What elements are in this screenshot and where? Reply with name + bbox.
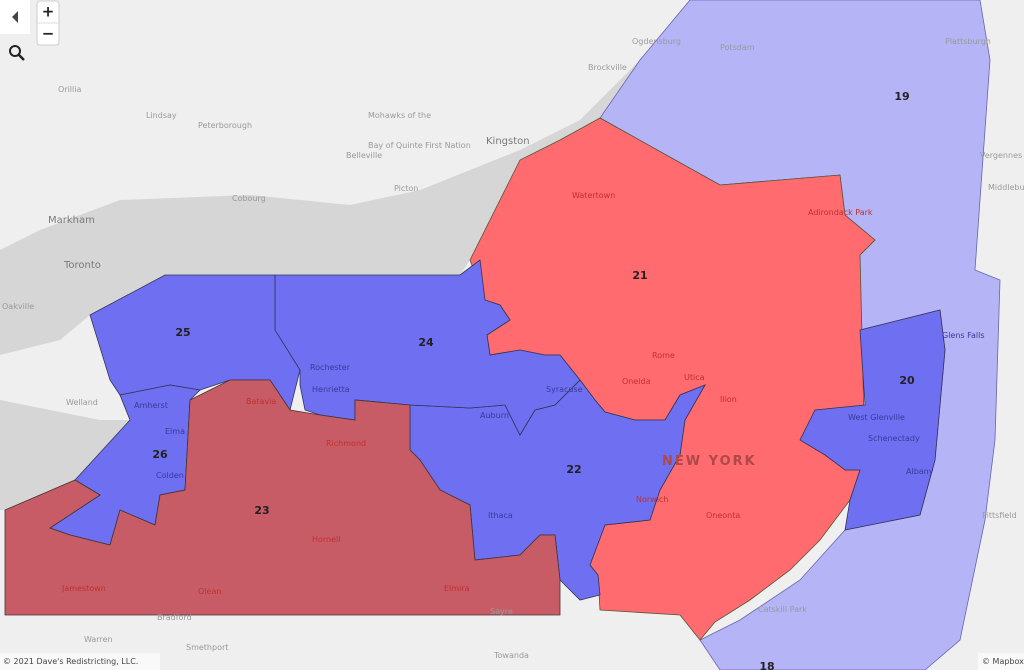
- place: Sayre: [490, 607, 513, 616]
- district-label: 26: [152, 448, 168, 461]
- district-label: 24: [418, 336, 434, 349]
- place: Kingston: [486, 136, 530, 147]
- place: Bradford: [157, 613, 192, 622]
- place: Glens Falls: [942, 331, 985, 340]
- place: Welland: [66, 398, 98, 407]
- place: Belleville: [346, 151, 382, 160]
- zoom-out[interactable]: −: [42, 25, 55, 43]
- place: Plattsburgh: [945, 37, 991, 46]
- place: Watertown: [572, 191, 615, 200]
- place: Elmira: [444, 584, 470, 593]
- place: Towanda: [493, 651, 529, 660]
- place: Albany: [906, 467, 934, 476]
- district-20: [799, 309, 946, 531]
- attribution-bg: [0, 653, 160, 670]
- place: Olean: [198, 587, 221, 596]
- district-label: 25: [175, 326, 190, 339]
- zoom-extent-icon[interactable]: [9, 45, 25, 61]
- place: Elma: [165, 427, 185, 436]
- place: Henrietta: [312, 385, 350, 394]
- place: Lindsay: [146, 111, 177, 120]
- place: Schenectady: [868, 434, 920, 443]
- district-23: [4, 379, 561, 616]
- attribution[interactable]: © Mapbox: [982, 657, 1024, 666]
- place: Rochester: [310, 363, 351, 372]
- collapse-icon: [12, 11, 18, 23]
- district-24: [274, 259, 581, 436]
- district-label: 18: [759, 660, 774, 670]
- attribution-bg: [978, 653, 1024, 670]
- place: Cobourg: [232, 194, 266, 203]
- place: Ithaca: [488, 511, 513, 520]
- place: Amherst: [134, 401, 168, 410]
- lake-erie: [0, 400, 130, 510]
- place: Batavia: [246, 397, 276, 406]
- district-label: 20: [899, 374, 915, 387]
- place: West Glenville: [848, 413, 905, 422]
- place-labels: Orillia Lindsay Peterborough Ogdensburg …: [2, 37, 1024, 660]
- place: Peterborough: [198, 121, 252, 130]
- place: Adirondack Park: [808, 208, 873, 217]
- place: Toronto: [63, 260, 101, 271]
- attribution: © 2021 Dave's Redistricting, LLC.: [3, 657, 138, 666]
- region-label: NEW YORK: [662, 454, 757, 469]
- place: Brockville: [588, 63, 627, 72]
- place: Colden: [156, 471, 184, 480]
- place: Smethport: [186, 643, 228, 652]
- place: Vergennes: [980, 151, 1022, 160]
- place: Rome: [652, 351, 675, 360]
- place: Orillia: [58, 85, 81, 94]
- place: Potsdam: [720, 43, 755, 52]
- lake-ontario: [0, 0, 700, 355]
- place: Norwich: [636, 495, 668, 504]
- place: Picton: [394, 184, 418, 193]
- place: Syracuse: [546, 385, 583, 394]
- district-label: 22: [566, 463, 581, 476]
- place: Richmond: [326, 439, 366, 448]
- district-label: 23: [254, 504, 269, 517]
- place: Ilion: [720, 395, 737, 404]
- district-label: 21: [632, 269, 647, 282]
- place: Markham: [48, 215, 95, 226]
- map-controls: + −: [0, 0, 60, 61]
- place: Bay of Quinte First Nation: [368, 141, 471, 150]
- place: Auburn: [480, 411, 509, 420]
- place: Utica: [684, 373, 705, 382]
- place: Warren: [84, 635, 113, 644]
- place: Oneida: [622, 377, 651, 386]
- place: Catskill Park: [758, 605, 807, 614]
- place: Middlebury: [988, 183, 1024, 192]
- place: Ogdensburg: [632, 37, 681, 46]
- zoom-in[interactable]: +: [42, 3, 55, 21]
- place: Pittsfield: [982, 511, 1017, 520]
- district-labels: 19 20 21 22 23 24 25 26 18: [152, 90, 915, 670]
- place: Mohawks of the: [368, 111, 431, 120]
- place: Jamestown: [61, 584, 106, 593]
- district-label: 19: [894, 90, 909, 103]
- place: Oneonta: [706, 511, 740, 520]
- place: Hornell: [312, 535, 341, 544]
- place: Oakville: [2, 302, 34, 311]
